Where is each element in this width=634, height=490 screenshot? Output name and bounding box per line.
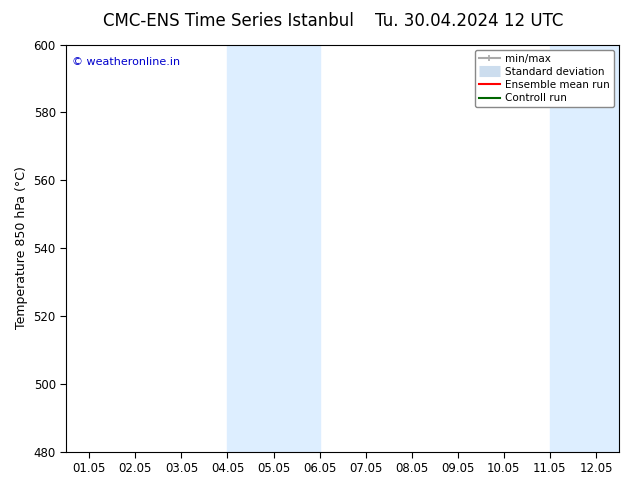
Y-axis label: Temperature 850 hPa (°C): Temperature 850 hPa (°C)	[15, 167, 28, 329]
Text: Tu. 30.04.2024 12 UTC: Tu. 30.04.2024 12 UTC	[375, 12, 564, 30]
Legend: min/max, Standard deviation, Ensemble mean run, Controll run: min/max, Standard deviation, Ensemble me…	[475, 49, 614, 107]
Bar	[550, 45, 634, 452]
Text: CMC-ENS Time Series Istanbul: CMC-ENS Time Series Istanbul	[103, 12, 354, 30]
Text: © weatheronline.in: © weatheronline.in	[72, 57, 180, 67]
Bar	[228, 45, 320, 452]
